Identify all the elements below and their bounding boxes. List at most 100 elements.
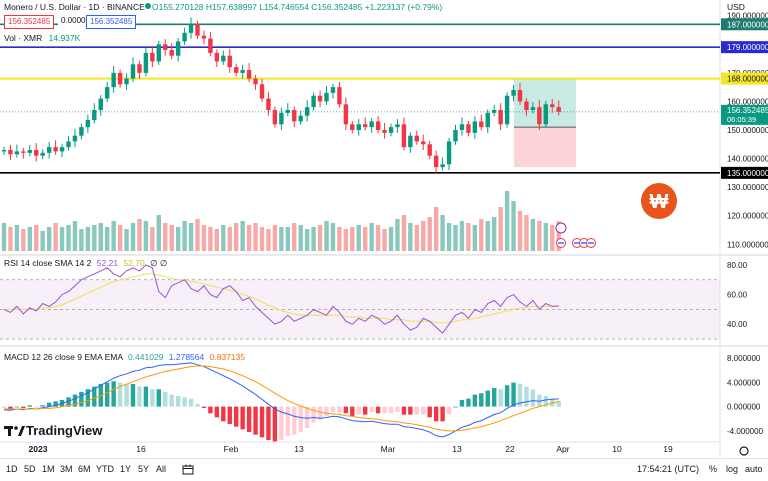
price-tick-label: 160.000000	[727, 97, 768, 106]
timeframe-ytd[interactable]: YTD	[96, 464, 114, 474]
volume-legend[interactable]: Vol · XMR 14.937K	[4, 33, 80, 43]
rsi-legend[interactable]: RSI 14 close SMA 14 2 52.21 52.70 ∅ ∅	[4, 258, 167, 269]
volume-bar	[427, 217, 432, 251]
macd-histogram-bar	[163, 391, 168, 407]
volume-bar	[479, 219, 484, 251]
clock-time[interactable]: 17:54:21 (UTC)	[637, 464, 700, 474]
candle-body	[175, 41, 181, 56]
macd-histogram-bar	[421, 406, 426, 415]
macd-histogram-bar	[105, 382, 110, 407]
timeframe-3m[interactable]: 3M	[60, 464, 73, 474]
watermark-glyph: ₩	[650, 191, 669, 213]
bid-badge[interactable]: 156.352485	[4, 15, 55, 29]
macd-histogram-bar	[440, 406, 445, 422]
candle-body	[66, 141, 71, 148]
volume-bar	[504, 191, 510, 251]
macd-histogram-bar	[556, 400, 561, 407]
macd-histogram-bar	[221, 406, 226, 422]
volume-bar	[343, 229, 349, 251]
auto-toggle[interactable]: auto	[745, 464, 763, 474]
volume-bar	[543, 223, 548, 251]
volume-bar	[79, 229, 84, 251]
timeframe-1m[interactable]: 1M	[42, 464, 55, 474]
candle-body	[1, 150, 7, 152]
percent-toggle[interactable]: %	[709, 464, 718, 474]
candle-body	[350, 124, 355, 130]
volume-bar	[337, 227, 342, 251]
volume-bar	[388, 227, 394, 251]
log-toggle[interactable]: log	[726, 464, 739, 474]
timeframe-6m[interactable]: 6M	[78, 464, 91, 474]
volume-bar	[266, 229, 271, 251]
time-tick-label: 19	[663, 444, 673, 454]
macd-histogram-bar	[266, 406, 271, 440]
timeframe-all[interactable]: All	[156, 464, 167, 474]
candle-body	[221, 55, 226, 62]
timeframe-5d[interactable]: 5D	[24, 464, 36, 474]
volume-bar	[317, 225, 323, 251]
volume-bar	[14, 225, 20, 251]
volume-bar	[195, 219, 200, 251]
candle-body	[395, 124, 400, 128]
macd-histogram-bar	[298, 406, 303, 432]
volume-bar	[530, 219, 536, 251]
ask-badge[interactable]: 156.352485	[86, 15, 137, 29]
macd-histogram-bar	[85, 389, 91, 407]
macd-histogram-bar	[363, 406, 368, 415]
candle-body	[34, 150, 39, 156]
macd-tick-label: 8.000000	[727, 354, 761, 363]
horizontal-line-label: 168.000000	[727, 75, 768, 84]
volume-bar	[350, 227, 355, 251]
macd-legend[interactable]: MACD 12 26 close 9 EMA EMA 0.441029 1.27…	[4, 352, 245, 362]
volume-bar	[401, 215, 407, 251]
timeframe-1y[interactable]: 1Y	[120, 464, 132, 474]
volume-bar	[246, 225, 252, 251]
candle-body	[459, 124, 465, 130]
macd-histogram-bar	[375, 406, 381, 414]
macd-histogram-bar	[66, 397, 71, 407]
candle-body	[543, 104, 548, 125]
time-tick-label: 10	[612, 444, 622, 454]
currency-label[interactable]: USD	[727, 2, 745, 12]
candle-body	[169, 50, 174, 56]
volume-bar	[221, 225, 226, 251]
candle-body	[46, 147, 52, 153]
price-tick-label: 130.000000	[727, 183, 768, 192]
volume-bar	[188, 223, 194, 251]
candle-body	[182, 32, 187, 42]
horizontal-line-tag-3	[721, 166, 768, 179]
candle-body	[124, 78, 129, 85]
macd-histogram-bar	[188, 398, 194, 407]
volume-bar	[363, 227, 368, 251]
volume-bar	[143, 221, 149, 251]
macd-histogram-bar	[485, 390, 490, 407]
volume-bar	[92, 225, 97, 251]
horizontal-line-tag-1	[721, 41, 768, 54]
price-tick-label: 190.000000	[727, 12, 768, 21]
volume-value: 14.937K	[48, 33, 81, 43]
time-tick-label: Apr	[556, 444, 569, 454]
volume-label: Vol · XMR	[4, 33, 43, 43]
macd-histogram-bar	[124, 383, 129, 407]
date-range-icon[interactable]	[182, 464, 194, 475]
candle-body	[259, 84, 265, 99]
macd-histogram-bar	[79, 391, 84, 407]
macd-histogram-bar	[234, 406, 239, 427]
symbol-legend[interactable]: Monero / U.S. Dollar · 1D · BINANCE	[4, 2, 145, 12]
volume-bar	[330, 223, 336, 251]
candle-body	[137, 64, 142, 73]
macd-histogram-bar	[382, 406, 387, 414]
event-lightning-icon	[555, 222, 567, 234]
volume-bar	[453, 225, 458, 251]
macd-histogram-bar	[395, 406, 400, 412]
candle-body	[479, 121, 484, 128]
candle-body	[414, 135, 419, 142]
timeframe-5y[interactable]: 5Y	[138, 464, 150, 474]
timeframe-1d[interactable]: 1D	[6, 464, 18, 474]
macd-histogram-bar	[272, 406, 278, 442]
candle-body	[85, 120, 91, 128]
volume-bar	[150, 227, 155, 251]
volume-bar	[414, 225, 419, 251]
tradingview-brand[interactable]: TradingView	[26, 423, 103, 438]
